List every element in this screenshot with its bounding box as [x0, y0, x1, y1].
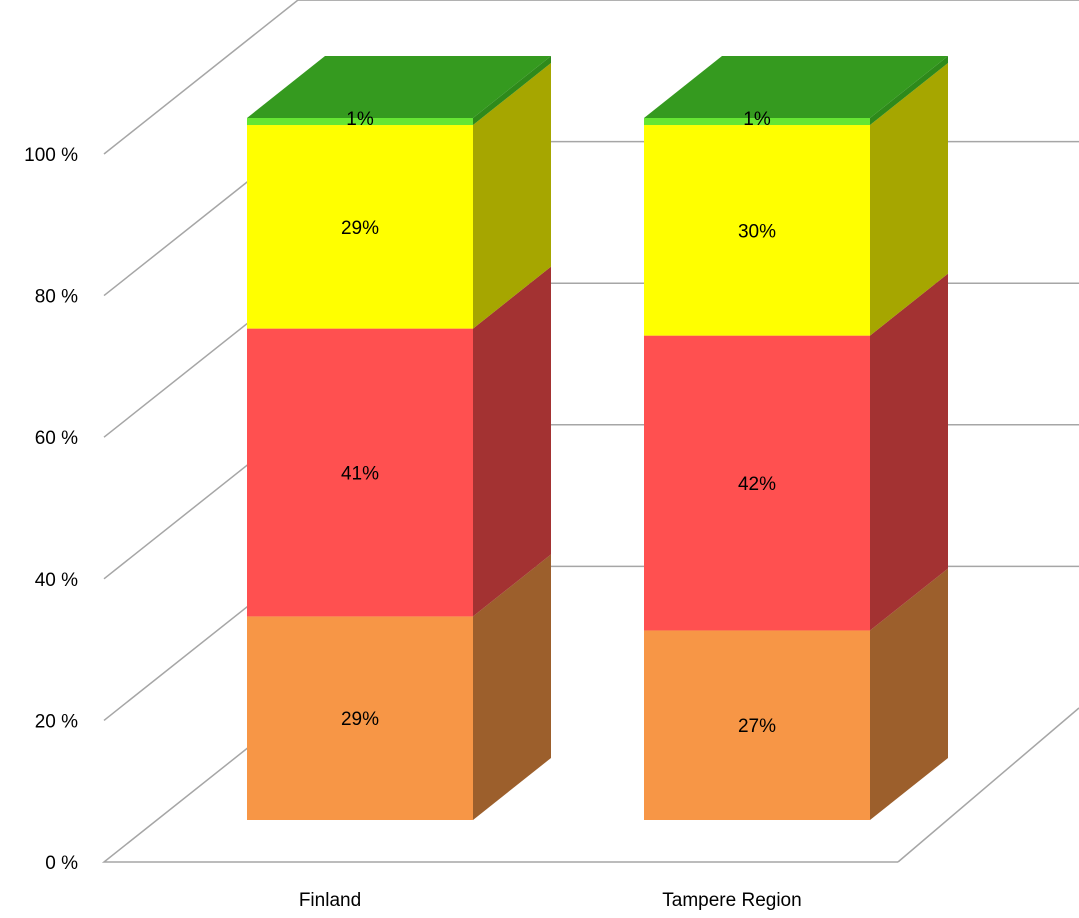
- bar-segment-side: [870, 568, 948, 820]
- floor-front-edge: [101, 707, 898, 863]
- data-label: 29%: [341, 709, 379, 730]
- bar-top-face: [247, 56, 551, 118]
- y-tick-label: 0 %: [45, 853, 78, 874]
- y-tick-label: 20 %: [35, 711, 78, 732]
- bar-segment-front: [644, 125, 870, 336]
- bar-segment-front: [644, 118, 870, 126]
- y-axis-ticks: 0 % 20 % 40 % 60 % 80 % 100 %: [24, 145, 78, 874]
- y-tick-label: 40 %: [35, 570, 78, 591]
- y-tick-label: 100 %: [24, 145, 78, 166]
- y-tick-label: 80 %: [35, 287, 78, 308]
- data-label: 27%: [738, 716, 776, 737]
- data-label: 1%: [743, 109, 771, 130]
- data-label: 42%: [738, 474, 776, 495]
- bar-top-face: [644, 56, 948, 118]
- bar-segment-side: [870, 56, 948, 126]
- bar-segment-side: [473, 266, 551, 617]
- data-label: 1%: [346, 109, 374, 130]
- bar-segment-front: [644, 335, 870, 631]
- bar-segment-front: [247, 118, 473, 126]
- x-category-label: Finland: [299, 890, 361, 911]
- bar-segment-front: [247, 125, 473, 329]
- data-label: 41%: [341, 464, 379, 485]
- bar-segment-front: [644, 630, 870, 820]
- bars: 29% 41% 29% 1% 27% 42% 30% 1%: [247, 56, 948, 820]
- bar-segment-side: [473, 63, 551, 329]
- bar-segment-side: [870, 273, 948, 631]
- data-label: 30%: [738, 221, 776, 242]
- x-category-label: Tampere Region: [662, 890, 801, 911]
- bar-segment-front: [247, 616, 473, 820]
- data-label: 29%: [341, 218, 379, 239]
- bar-stack: 27% 42% 30% 1%: [644, 56, 948, 820]
- bar-segment-front: [247, 328, 473, 617]
- x-axis-categories: Finland Tampere Region: [299, 890, 802, 911]
- y-tick-label: 60 %: [35, 428, 78, 449]
- wall-gridline: [103, 0, 299, 155]
- floor-right-edge: [897, 707, 1079, 863]
- bar-segment-side: [870, 63, 948, 336]
- bar-segment-side: [473, 56, 551, 126]
- bar-segment-side: [473, 554, 551, 820]
- bar-stack: 29% 41% 29% 1%: [247, 56, 551, 820]
